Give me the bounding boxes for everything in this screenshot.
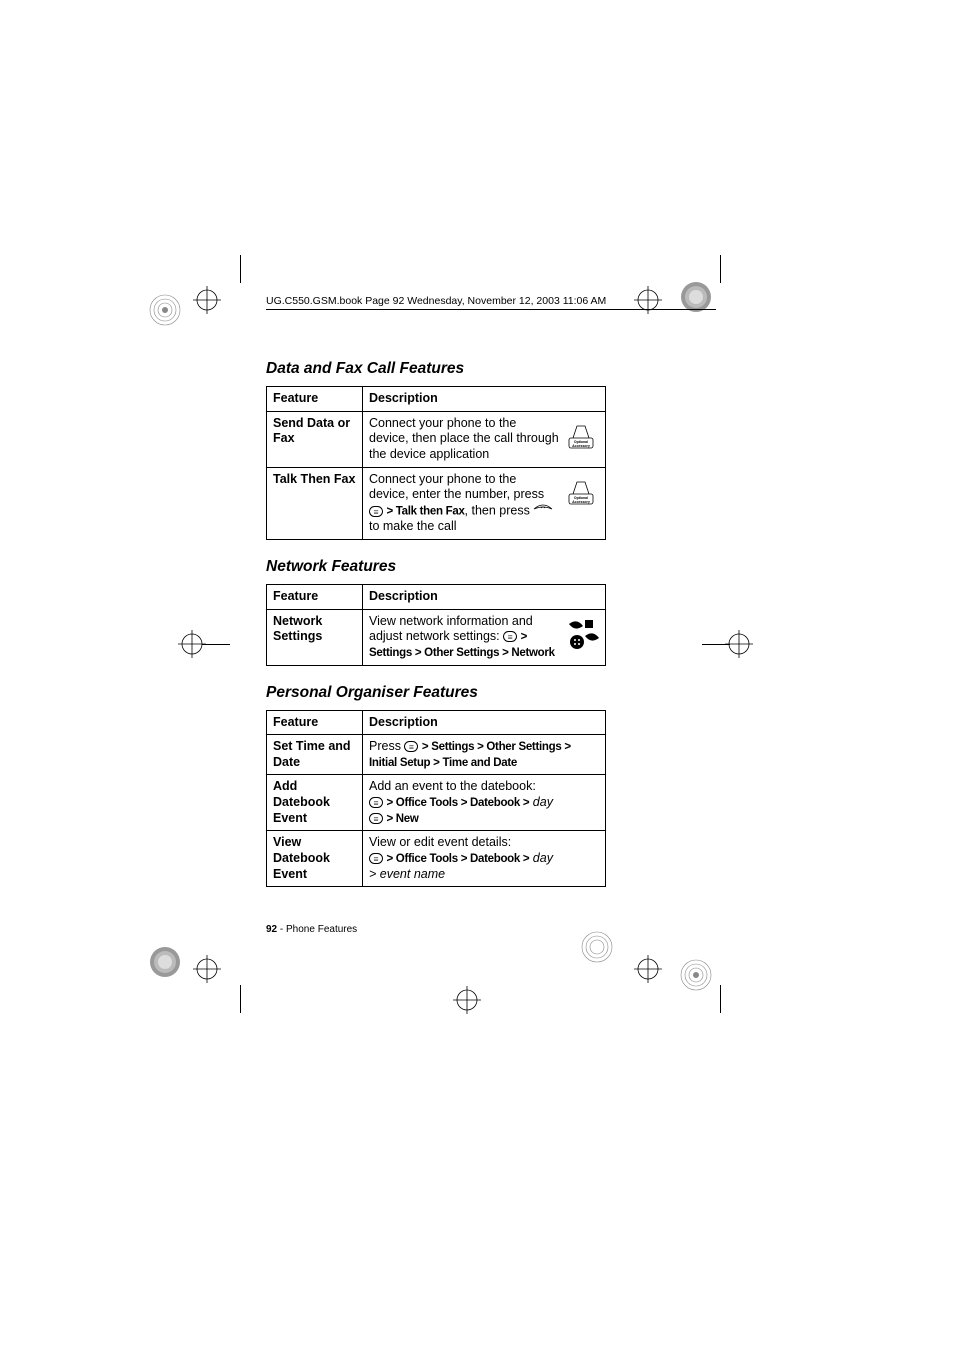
menu-key-icon: ≡: [503, 631, 517, 642]
registration-cross-icon: [725, 630, 753, 663]
menu-path: > Talk then Fax: [386, 505, 464, 517]
col-description: Description: [363, 710, 606, 735]
table-row: View Datebook Event View or edit event d…: [267, 831, 606, 887]
desc-text: Connect your phone to the device, then p…: [369, 416, 559, 461]
col-description: Description: [363, 387, 606, 412]
feature-name: Add Datebook Event: [267, 775, 363, 831]
menu-path: > Office Tools > Datebook >: [386, 797, 529, 809]
section-title-data-fax: Data and Fax Call Features: [266, 360, 606, 378]
italic-text: > event name: [369, 867, 445, 881]
table-organiser: Feature Description Set Time and Date Pr…: [266, 710, 606, 888]
desc-text: to make the call: [369, 519, 457, 533]
registration-cross-icon: [193, 955, 221, 988]
col-description: Description: [363, 585, 606, 610]
call-key-icon: [533, 503, 553, 520]
menu-path: > Office Tools > Datebook >: [386, 853, 529, 865]
menu-path: > New: [386, 813, 418, 825]
feature-description: View network information and adjust netw…: [363, 609, 606, 665]
color-target-icon: [148, 945, 182, 984]
feature-description: Add an event to the datebook: ≡ > Office…: [363, 775, 606, 831]
section-title-organiser: Personal Organiser Features: [266, 684, 606, 702]
crop-mark: [240, 255, 241, 283]
desc-text: Add an event to the datebook:: [369, 779, 536, 793]
menu-key-icon: ≡: [404, 741, 418, 752]
table-network: Feature Description Network Settings Vie…: [266, 584, 606, 666]
optional-accessory-icon: OptionalAccessory: [563, 472, 599, 508]
desc-text: View or edit event details:: [369, 835, 511, 849]
menu-key-icon: ≡: [369, 853, 383, 864]
crop-mark: [240, 985, 241, 1013]
menu-key-icon: ≡: [369, 813, 383, 824]
section-title-network: Network Features: [266, 558, 606, 576]
header-text: UG.C550.GSM.book Page 92 Wednesday, Nove…: [266, 295, 606, 307]
table-row: Talk Then Fax OptionalAccessory Connect …: [267, 467, 606, 540]
feature-name: Set Time and Date: [267, 735, 363, 775]
page-number: 92: [266, 924, 277, 935]
menu-key-icon: ≡: [369, 797, 383, 808]
color-target-icon: [580, 930, 614, 969]
feature-description: View or edit event details: ≡ > Office T…: [363, 831, 606, 887]
registration-cross-icon: [178, 630, 206, 663]
page-footer: 92 - Phone Features: [266, 924, 357, 935]
registration-cross-icon: [193, 286, 221, 319]
table-data-fax: Feature Description Send Data or Fax Opt…: [266, 386, 606, 540]
feature-name: Talk Then Fax: [267, 467, 363, 540]
feature-description: OptionalAccessory Connect your phone to …: [363, 411, 606, 467]
crop-mark: [720, 255, 721, 283]
crop-mark: [702, 644, 730, 645]
svg-text:Accessory: Accessory: [572, 444, 590, 448]
registration-cross-icon: [453, 986, 481, 1019]
footer-label: - Phone Features: [277, 924, 357, 935]
registration-cross-icon: [634, 955, 662, 988]
feature-name: View Datebook Event: [267, 831, 363, 887]
crop-mark: [720, 985, 721, 1013]
desc-text: , then press: [465, 503, 534, 517]
table-row: Set Time and Date Press ≡ > Settings > O…: [267, 735, 606, 775]
desc-text: Press: [369, 739, 404, 753]
color-target-icon: [148, 293, 182, 332]
crop-mark: [202, 644, 230, 645]
feature-name: Network Settings: [267, 609, 363, 665]
table-row: Network Settings View network informatio…: [267, 609, 606, 665]
col-feature: Feature: [267, 585, 363, 610]
optional-accessory-icon: OptionalAccessory: [563, 416, 599, 452]
col-feature: Feature: [267, 387, 363, 412]
svg-text:Accessory: Accessory: [572, 500, 590, 504]
italic-text: day: [533, 851, 553, 865]
desc-text: Connect your phone to the device, enter …: [369, 472, 544, 502]
satellite-icon: [563, 614, 599, 650]
feature-name: Send Data or Fax: [267, 411, 363, 467]
col-feature: Feature: [267, 710, 363, 735]
italic-text: day: [533, 795, 553, 809]
feature-description: Press ≡ > Settings > Other Settings > In…: [363, 735, 606, 775]
table-row: Add Datebook Event Add an event to the d…: [267, 775, 606, 831]
table-row: Send Data or Fax OptionalAccessory Conne…: [267, 411, 606, 467]
feature-description: OptionalAccessory Connect your phone to …: [363, 467, 606, 540]
color-target-icon: [679, 958, 713, 997]
menu-key-icon: ≡: [369, 506, 383, 517]
page-header: UG.C550.GSM.book Page 92 Wednesday, Nove…: [266, 295, 716, 310]
